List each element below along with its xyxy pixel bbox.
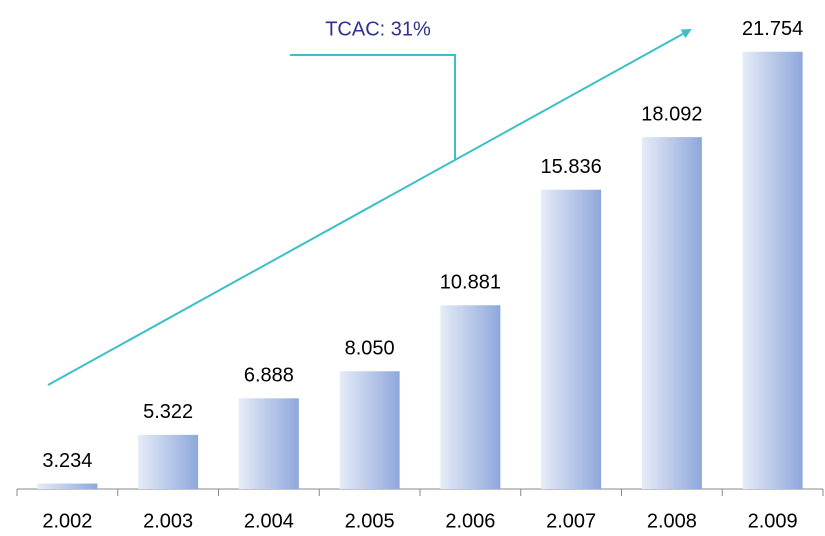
value-label: 3.234 [42, 450, 92, 472]
x-tick-label: 2.006 [445, 510, 495, 532]
value-label: 10.881 [440, 272, 501, 294]
bar [742, 51, 803, 489]
annotation-leader [290, 54, 456, 160]
bar [238, 398, 299, 489]
x-tick-label: 2.007 [546, 510, 596, 532]
bar [440, 305, 501, 489]
value-label: 5.322 [143, 401, 193, 423]
value-label: 8.050 [345, 338, 395, 360]
x-tick-label: 2.008 [647, 510, 697, 532]
x-tick-label: 2.005 [345, 510, 395, 532]
bar [641, 137, 702, 489]
x-tick-label: 2.004 [244, 510, 294, 532]
x-tick-label: 2.003 [143, 510, 193, 532]
value-label: 15.836 [541, 156, 602, 178]
trend-arrow [47, 29, 692, 386]
x-tick-label: 2.002 [42, 510, 92, 532]
bar [339, 371, 400, 489]
value-label: 18.092 [641, 103, 702, 125]
x-tick-label: 2.009 [748, 510, 798, 532]
annotation: TCAC: 31% [325, 18, 431, 40]
bar [541, 189, 602, 490]
value-label: 6.888 [244, 365, 294, 387]
value-label: 21.754 [742, 18, 803, 40]
bar [138, 434, 199, 489]
bar [37, 483, 98, 489]
